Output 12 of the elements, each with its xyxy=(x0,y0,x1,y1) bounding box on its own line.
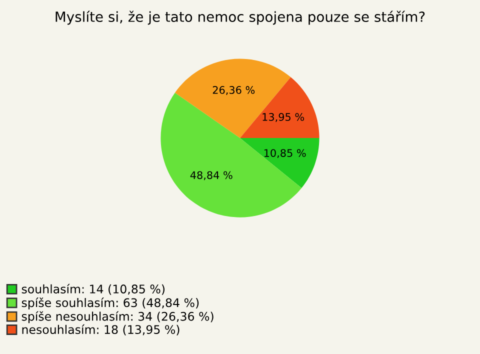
pie-slice xyxy=(174,58,291,138)
legend-label: spíše souhlasím: 63 (48,84 %) xyxy=(22,298,199,310)
legend-label: souhlasím: 14 (10,85 %) xyxy=(22,284,164,295)
data-label: 26,36 % xyxy=(212,86,255,95)
legend-label: nesouhlasím: 18 (13,95 %) xyxy=(22,324,180,336)
data-label: 13,95 % xyxy=(262,113,304,122)
chart-title: Myslíte si, že je tato nemoc spojena pouze se stářím? xyxy=(56,10,425,25)
data-label: 10,85 % xyxy=(264,149,306,158)
pie-slice xyxy=(240,77,320,138)
legend-label: spíše nesouhlasím: 34 (26,36 %) xyxy=(22,311,214,324)
data-label: 48,84 % xyxy=(190,171,232,180)
pie-slice xyxy=(240,138,320,188)
